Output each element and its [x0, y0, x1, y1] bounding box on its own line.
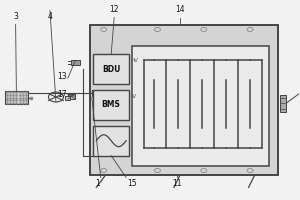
Bar — [132, 46, 269, 166]
Text: LV: LV — [130, 94, 137, 99]
Text: 11: 11 — [172, 179, 182, 188]
Text: 14: 14 — [175, 5, 185, 14]
Bar — [93, 54, 129, 84]
Text: 3: 3 — [13, 12, 18, 21]
Bar — [5, 91, 28, 104]
Bar — [65, 96, 70, 100]
Text: 17: 17 — [57, 90, 67, 99]
Text: 13: 13 — [57, 72, 67, 81]
Bar — [93, 90, 129, 120]
Text: HV: HV — [130, 58, 139, 63]
Text: BMS: BMS — [102, 100, 121, 109]
Bar — [68, 94, 75, 99]
Bar — [280, 95, 286, 112]
Text: 1: 1 — [95, 179, 100, 188]
Text: 4: 4 — [47, 12, 52, 21]
Text: BDU: BDU — [102, 65, 120, 74]
Bar — [71, 60, 80, 65]
Text: 12: 12 — [110, 5, 119, 14]
Bar — [93, 126, 129, 156]
Bar — [90, 25, 278, 175]
Text: 15: 15 — [127, 179, 137, 188]
